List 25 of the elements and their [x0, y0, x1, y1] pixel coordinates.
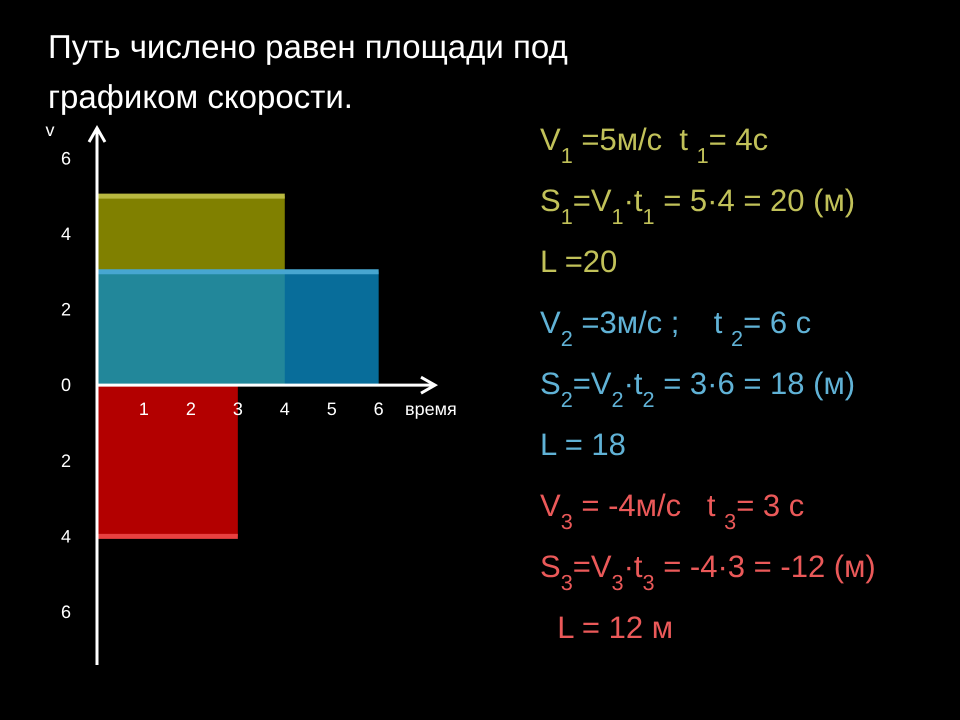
x-axis-title: время — [405, 399, 457, 420]
chart-title: Путь числено равен площади под графиком скорости. — [48, 28, 568, 115]
x-tick-label: 3 — [232, 399, 243, 420]
x-tick-label: 2 — [186, 399, 196, 420]
x-tick-label: 4 — [280, 399, 290, 420]
x-tick-label: 5 — [326, 399, 337, 420]
text: L = 12 м — [540, 610, 674, 645]
y-tick-label: 6 — [60, 602, 72, 622]
y-tick-label: 6 — [60, 148, 72, 168]
x-tick-label: 1 — [138, 399, 149, 420]
text: S$_{2}$=V$_{2}$·t$_{2}$ = 3·6 = 18 (м) — [540, 366, 856, 412]
text: S$_{3}$=V$_{3}$·t$_{3}$ = -4·3 = -12 (м) — [540, 549, 876, 594]
text: V$_{3}$ = -4м/с t $_{3}$= 3 с — [540, 488, 804, 534]
y-axis-title: v — [46, 120, 54, 140]
y-tick-label: 4 — [60, 526, 72, 546]
y-tick-label: 4 — [60, 224, 72, 244]
x-tick-label: 6 — [374, 399, 384, 420]
y-tick-label: 2 — [60, 450, 72, 471]
text: L =20 — [540, 244, 618, 279]
y-tick-label: 2 — [60, 300, 72, 320]
y-tick-label: 0 — [60, 375, 72, 396]
text: V$_{1}$ =5м/с t $_{1}$= 4с — [540, 122, 768, 168]
text: L = 18 — [540, 427, 626, 462]
text: V$_{2}$ =3м/с ; t $_{2}$= 6 с — [540, 305, 812, 350]
text: S$_{1}$=V$_{1}$·t$_{1}$ = 5·4 = 20 (м) — [540, 183, 856, 228]
